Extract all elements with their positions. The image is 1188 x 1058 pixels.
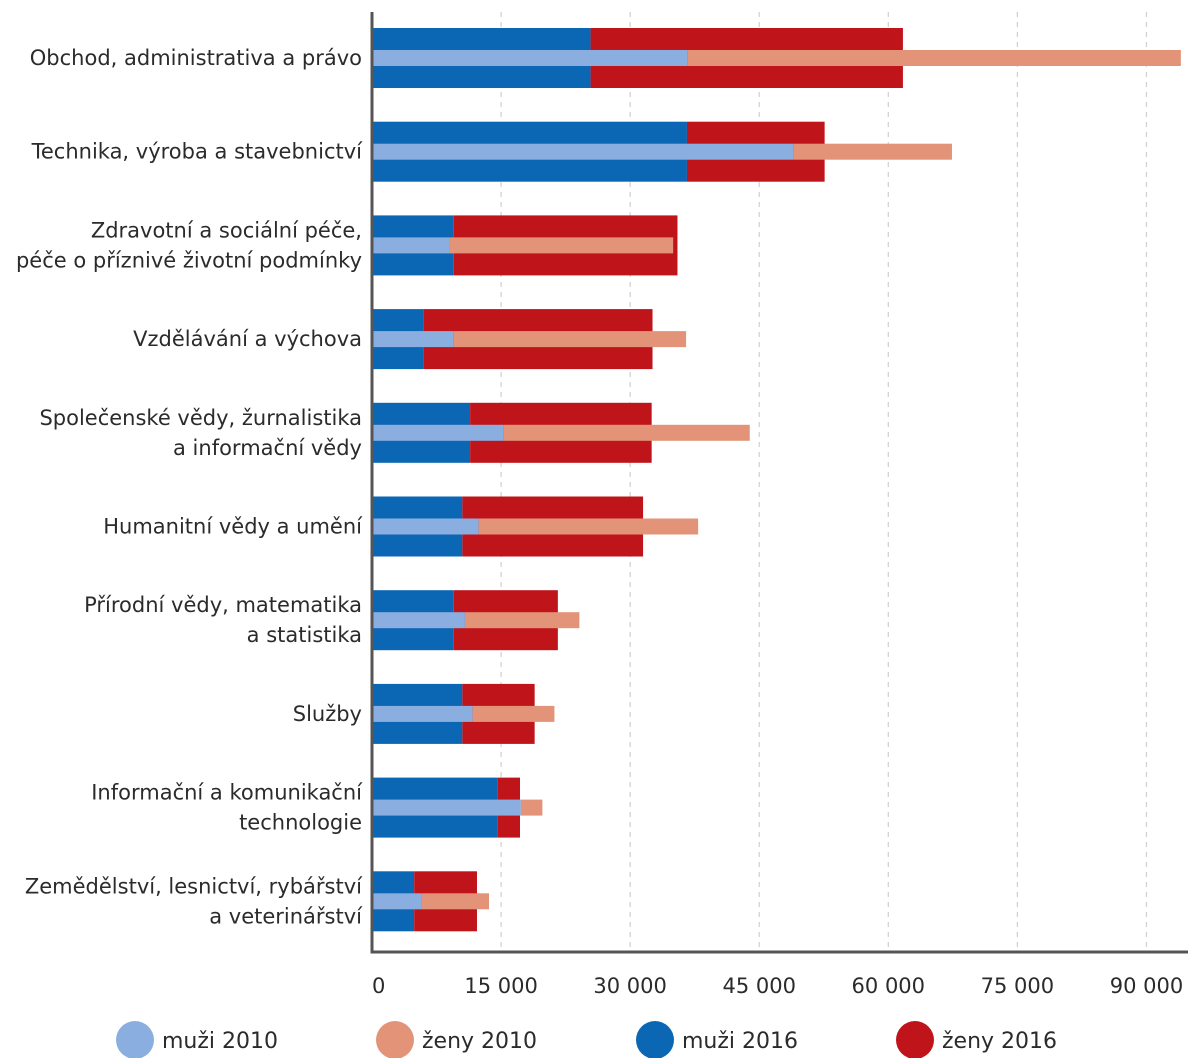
category-label-6-line-1: a statistika [247,623,362,647]
legend: muži 2010 ženy 2010 muži 2016 ženy 2016 [116,1021,1057,1058]
legend-label-zeny_2010: ženy 2010 [422,1029,537,1054]
category-label-9-line-0: Zemědělství, lesnictví, rybářství [25,874,363,898]
category-label-1: Technika, výroba a stavebnictví [31,140,364,164]
legend-label-zeny_2016: ženy 2016 [942,1029,1057,1054]
legend-item-muzi_2016: muži 2016 [636,1021,798,1058]
x-tick-label-0: 0 [372,974,385,998]
bar-zeny-2010-8 [520,799,543,816]
bar-muzi-2010-0 [372,50,688,66]
bar-group-2 [372,215,678,276]
bar-group-3 [372,309,687,370]
bar-zeny-2010-0 [687,50,1181,66]
category-label-8-line-0: Informační a komunikační [91,781,363,805]
legend-swatch-muzi_2016 [636,1021,674,1058]
x-tick-label-5: 75 000 [981,974,1054,998]
x-tick-label-4: 60 000 [852,974,925,998]
x-tick-label-3: 45 000 [722,974,795,998]
category-label-6-line-0: Přírodní vědy, matematika [84,593,362,617]
bar-zeny-2010-4 [503,424,750,441]
legend-label-muzi_2010: muži 2010 [162,1029,278,1054]
bar-muzi-2010-8 [372,799,521,816]
category-label-0: Obchod, administrativa a právo [30,46,362,70]
bars [372,28,1181,932]
bar-group-7 [372,683,555,744]
category-label-2-line-1: péče o příznivé životní podmínky [16,248,362,272]
bar-zeny-2010-9 [421,893,490,910]
axes [370,12,1188,954]
bar-muzi-2010-6 [372,612,465,629]
legend-swatch-muzi_2010 [116,1021,154,1058]
category-label-4-line-0: Společenské vědy, žurnalistika [39,406,362,430]
bar-zeny-2010-6 [464,612,580,629]
bar-muzi-2010-2 [372,237,450,254]
bar-zeny-2010-1 [793,143,952,160]
legend-item-zeny_2010: ženy 2010 [376,1021,537,1058]
category-label-5: Humanitní vědy a umění [103,515,363,539]
x-tick-labels: 0 15 000 30 000 45 000 60 000 75 000 90 000 [372,974,1183,998]
category-label-4-line-1: a informační vědy [173,436,362,460]
category-label-2-line-0: Zdravotní a sociální péče, [91,218,362,242]
legend-swatch-zeny_2016 [896,1021,934,1058]
category-label-3: Vzdělávání a výchova [133,327,362,351]
bar-zeny-2010-5 [478,518,699,535]
bar-zeny-2010-7 [472,705,555,722]
bar-group-9 [372,871,490,932]
category-label-7: Služby [293,702,362,726]
legend-label-muzi_2016: muži 2016 [682,1029,798,1054]
legend-item-muzi_2010: muži 2010 [116,1021,278,1058]
bar-group-8 [372,777,543,838]
category-label-9-line-1: a veterinářství [209,904,363,928]
x-tick-label-6: 90 000 [1110,974,1183,998]
x-tick-label-1: 15 000 [464,974,537,998]
bar-zeny-2010-3 [453,331,687,348]
bar-zeny-2010-2 [449,237,674,254]
bar-muzi-2010-3 [372,331,454,348]
bar-muzi-2010-1 [372,143,794,160]
legend-swatch-zeny_2010 [376,1021,414,1058]
category-labels: Obchod, administrativa a právo Technika, … [16,46,363,928]
bar-muzi-2010-5 [372,518,479,535]
bar-muzi-2010-9 [372,893,422,910]
bar-muzi-2010-7 [372,705,473,722]
category-label-8-line-1: technologie [239,811,362,835]
bar-group-0 [372,28,1181,88]
bar-group-4 [372,402,750,463]
x-tick-label-2: 30 000 [593,974,666,998]
legend-item-zeny_2016: ženy 2016 [896,1021,1057,1058]
bar-group-6 [372,590,580,651]
bar-group-1 [372,121,952,182]
bar-group-5 [372,496,699,557]
bar-muzi-2010-4 [372,424,504,441]
